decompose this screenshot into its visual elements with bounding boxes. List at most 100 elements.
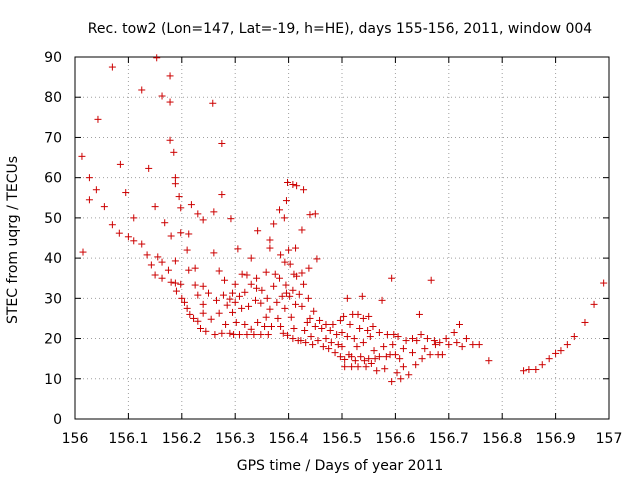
data-point [229,308,237,316]
x-tick-label: 156.3 [215,431,255,447]
x-tick-label: 156.1 [108,431,148,447]
data-point [318,325,326,332]
y-tick-label: 30 [44,291,62,307]
data-point [268,322,276,330]
x-tick-label: 156.8 [482,431,522,447]
data-point [365,355,373,363]
data-point [257,299,265,307]
data-point [289,335,297,343]
data-point [161,219,169,227]
data-point [130,237,138,245]
y-tick-label: 20 [44,332,62,348]
data-point [270,220,278,228]
data-point [218,191,226,199]
data-point [253,274,261,282]
data-point [396,355,404,363]
data-point [399,345,407,353]
data-point [590,300,598,308]
data-point [340,312,348,320]
data-point [205,289,212,297]
data-point [475,341,483,349]
data-point [79,248,87,256]
x-tick-label: 156.5 [322,431,362,447]
data-point [305,264,313,272]
y-tick-labels: 0 10 20 30 40 50 60 70 80 90 [44,50,62,428]
data-point [336,353,344,361]
data-point [285,246,293,254]
data-point [232,318,240,326]
x-tick-label: 156 [62,431,89,447]
data-point [341,363,349,371]
data-point [281,304,289,312]
data-point [360,357,368,365]
data-point [222,320,230,328]
data-point [187,201,195,209]
data-point [264,331,272,339]
data-point [172,287,180,295]
data-point [303,318,311,326]
data-point [258,286,266,294]
data-point [289,181,297,189]
data-point [343,294,351,302]
data-point [213,296,221,304]
data-point [281,258,289,266]
y-tick-label: 70 [44,130,62,146]
data-point [353,343,361,351]
data-point [116,160,124,168]
data-point [388,378,396,386]
data-point [247,254,255,262]
data-point [194,291,202,299]
data-point [284,178,292,186]
data-point [532,366,540,374]
data-point [279,329,287,337]
data-point [383,331,391,339]
data-point [158,258,166,266]
data-point [327,339,335,347]
data-point [362,363,370,371]
data-point [280,214,288,222]
data-point [298,302,306,310]
data-point [199,309,207,317]
axis-ticks [74,56,610,420]
data-point [209,99,217,107]
data-point [215,309,223,317]
data-point [247,325,255,333]
data-point [226,329,234,337]
data-point [436,339,444,347]
data-point [282,289,290,297]
x-tick-label: 156.4 [269,431,309,447]
data-point [366,333,374,341]
data-point [354,310,362,318]
data-point [375,329,383,337]
data-point [183,304,191,312]
data-point [415,310,423,318]
data-point [326,327,334,335]
data-point [367,359,375,367]
data-point [234,245,242,253]
data-point [94,115,102,123]
data-point [147,261,155,269]
data-point [235,331,243,339]
data-point [359,314,367,322]
data-point [469,341,477,349]
data-point [417,331,425,339]
data-point [343,333,351,341]
data-point [167,232,175,240]
data-point [273,298,281,306]
data-point [394,333,402,341]
data-point [458,343,466,351]
data-point [218,139,226,147]
data-point [412,361,420,369]
data-point [191,281,199,289]
data-point [304,294,312,302]
data-point [418,355,426,363]
data-point [85,174,93,182]
data-point [350,335,358,343]
data-point [391,351,399,359]
data-point [164,266,172,274]
data-point [215,267,223,275]
data-point [183,246,191,254]
data-point [525,366,533,374]
data-point [298,226,306,234]
